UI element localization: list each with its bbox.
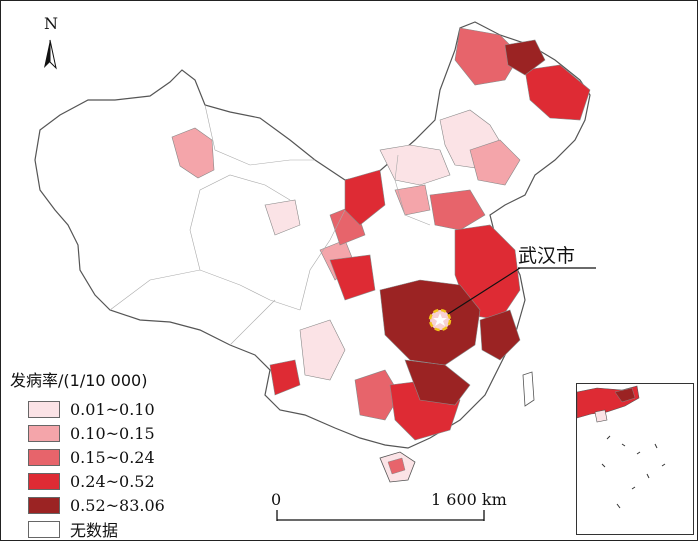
region-east-red (454, 224, 521, 321)
region-nw-red (344, 169, 386, 226)
inset-map (576, 385, 666, 509)
legend-label: 无数据 (70, 521, 119, 540)
legend-swatch (28, 520, 60, 538)
region-dark-ne (504, 39, 546, 76)
taiwan-island (522, 371, 535, 407)
hainan-part (387, 457, 406, 475)
legend-swatch (28, 448, 60, 466)
wuhan-star-icon (433, 313, 447, 326)
wuhan-label: 武汉市 (518, 245, 576, 267)
scale-zero-label: 0 (271, 490, 282, 509)
legend-item: 无数据 (10, 517, 165, 541)
region-medpink-3 (394, 184, 431, 216)
north-label: N (44, 14, 58, 33)
scale-distance-label: 1 600 km (431, 490, 507, 509)
south-china-sea-inset (576, 383, 694, 535)
province-boundaries (109, 104, 431, 346)
legend-title: 发病率/(1/10 000) (10, 371, 148, 390)
legend-swatch (28, 472, 60, 490)
legend: 发病率/(1/10 000) 0.01~0.10 0.10~0.15 0.15~… (10, 367, 165, 541)
legend-item: 0.52~83.06 (10, 493, 165, 517)
inset-hainan (594, 409, 608, 423)
region-dark-3 (479, 309, 521, 361)
region-xinjiang-pink (171, 127, 215, 179)
legend-label: 0.52~83.06 (70, 495, 165, 515)
region-medpink-1 (469, 139, 521, 186)
legend-label: 0.01~0.10 (70, 399, 155, 419)
region-west-red (329, 254, 376, 301)
callout-leader (447, 267, 521, 315)
region-pink-west (264, 199, 301, 236)
region-south-1 (354, 369, 401, 421)
scale-bar (276, 510, 485, 521)
inset-coast-dark (614, 387, 636, 403)
legend-item: 0.01~0.10 (10, 397, 165, 421)
region-ne-1 (454, 27, 521, 86)
region-sw-red (269, 359, 301, 396)
region-dark-2 (404, 359, 471, 406)
north-arrow-icon (44, 39, 57, 70)
legend-label: 0.10~0.15 (70, 423, 155, 443)
legend-swatch (28, 400, 60, 418)
region-ne-2 (524, 64, 591, 121)
region-pink-southwest (299, 319, 346, 381)
legend-item: 0.24~0.52 (10, 469, 165, 493)
legend-swatch (28, 496, 60, 514)
region-mid-1 (429, 189, 486, 231)
legend-swatch (28, 424, 60, 442)
legend-label: 0.24~0.52 (70, 471, 155, 491)
legend-item: 0.10~0.15 (10, 421, 165, 445)
legend-item: 0.15~0.24 (10, 445, 165, 469)
inset-islands (601, 435, 666, 509)
legend-label: 0.15~0.24 (70, 447, 155, 467)
